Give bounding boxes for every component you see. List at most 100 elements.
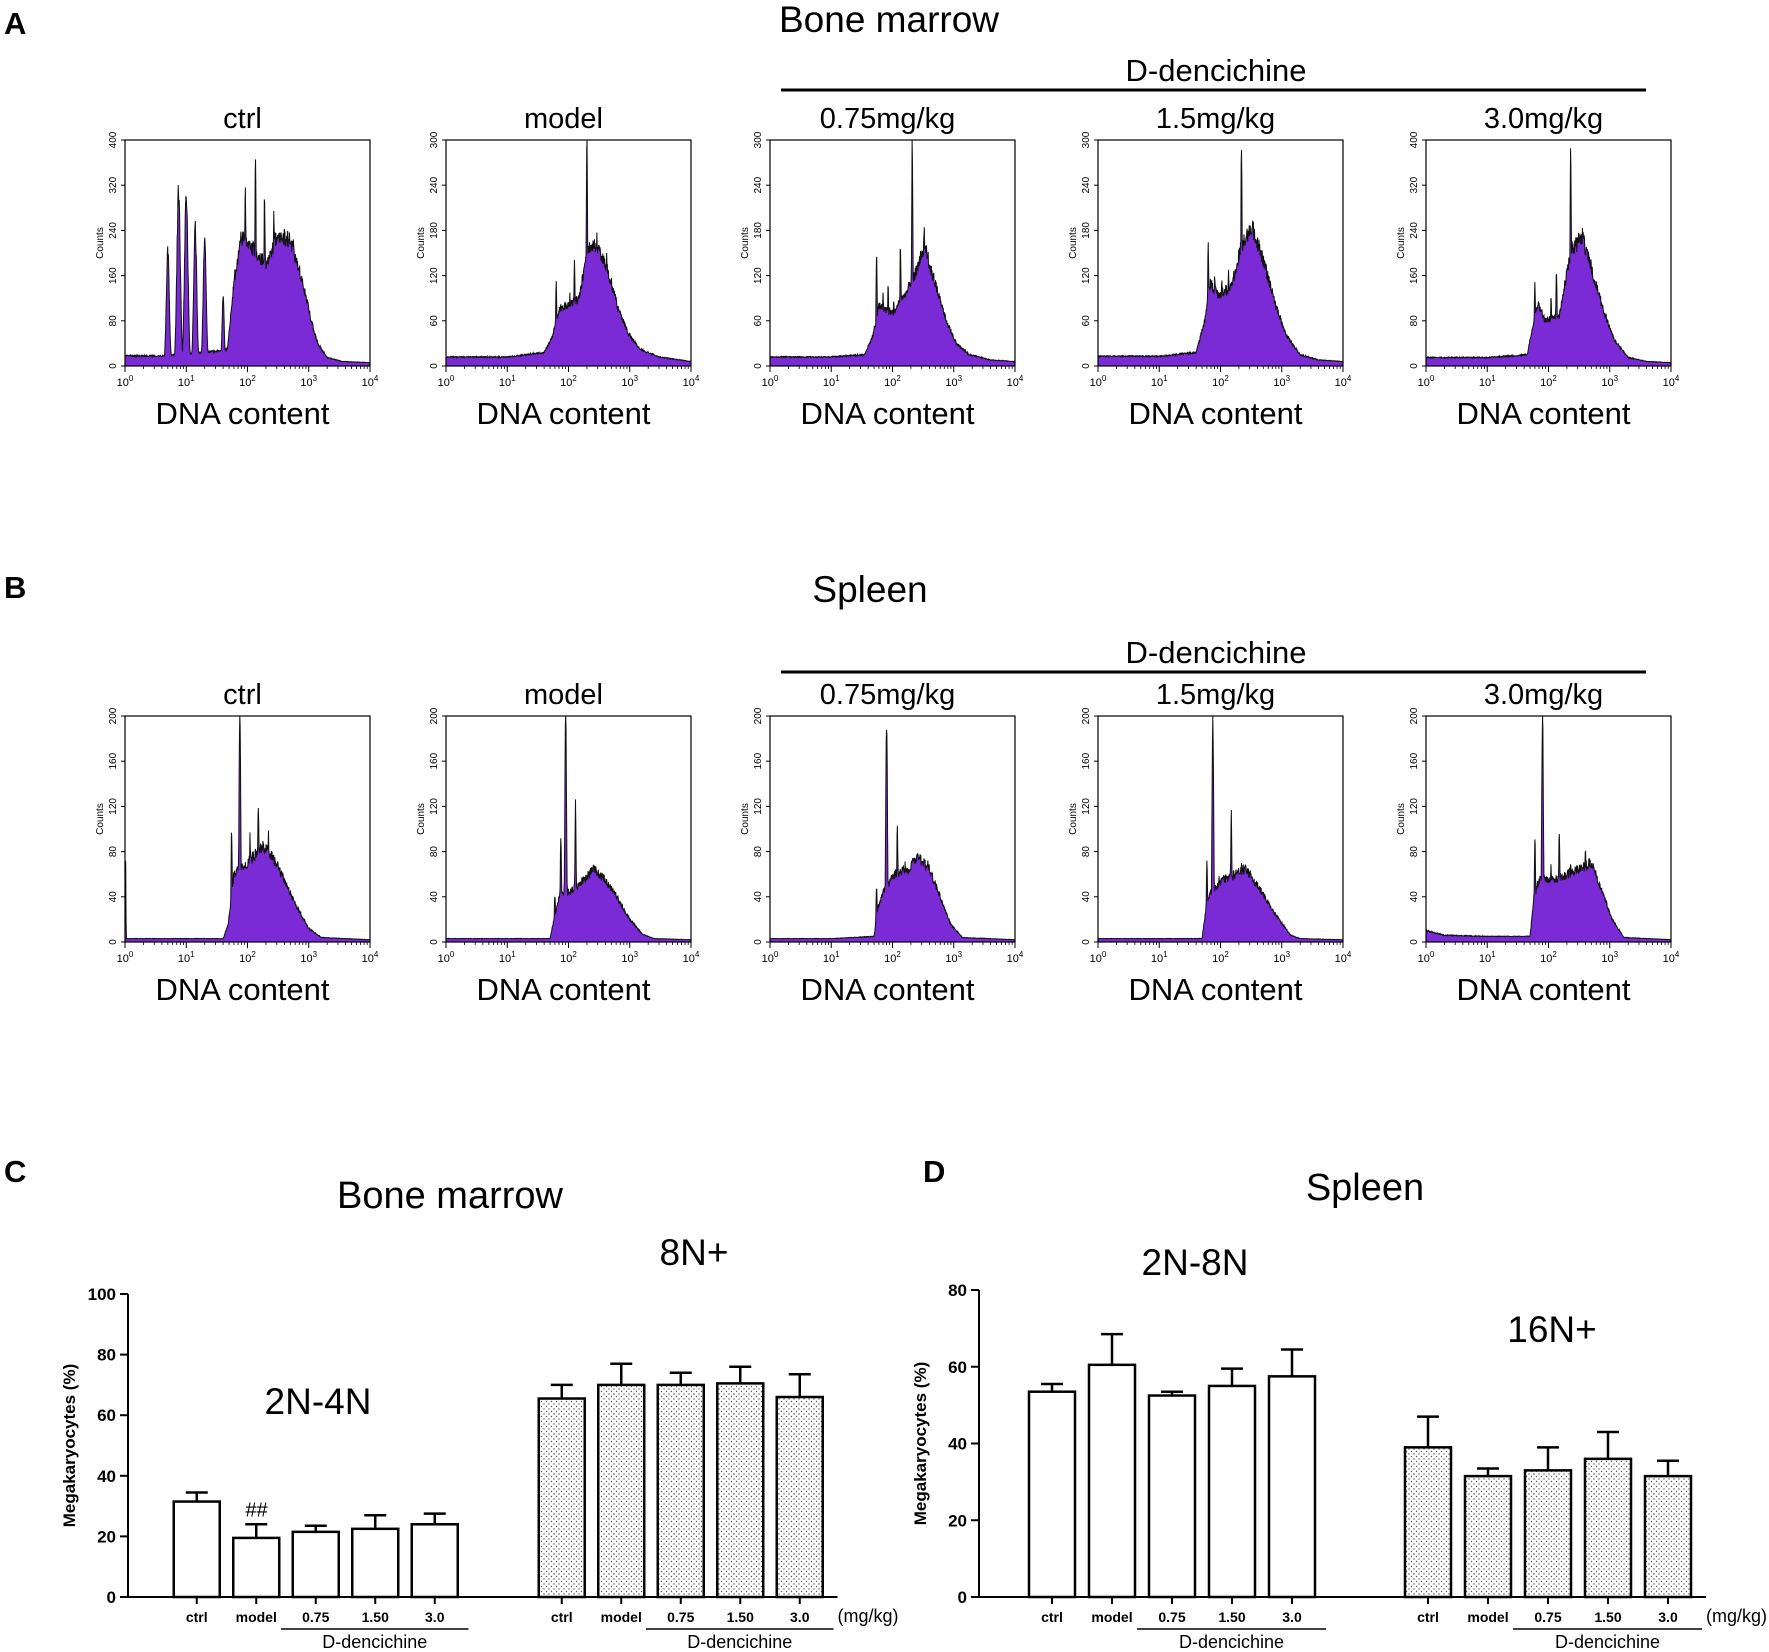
bm-bar-unit-label: (mg/kg): [838, 1606, 899, 1626]
sp-ytick-label-1-5: 200: [429, 707, 440, 724]
sp-ytick-label-0-4: 160: [108, 752, 119, 769]
bm-bar-ytick-label-1: 20: [97, 1527, 116, 1546]
bm-ytick-label-0-0: 0: [108, 363, 119, 369]
sp-ylabel-2: Counts: [740, 803, 751, 835]
sp-ytick-label-4-1: 40: [1409, 891, 1420, 903]
bm-bar-ytick-label-0: 0: [107, 1588, 116, 1607]
sp-histogram-area-2: [769, 729, 1016, 943]
sp-bar-bar-1-2: [1523, 1469, 1573, 1599]
sp-xtick-label-0-3: 103: [300, 950, 317, 965]
bm-xtick-label-3-1: 101: [1151, 374, 1168, 389]
sp-xtick-label-3-1: 101: [1151, 950, 1168, 965]
sp-histogram-area-0: [124, 715, 371, 943]
panel-letter-a: A: [4, 6, 26, 41]
sp-ytick-label-3-5: 200: [1081, 707, 1092, 724]
sp-bar-ytick-label-1: 20: [948, 1511, 967, 1530]
bm-bar-bar-1-0: [537, 1397, 586, 1599]
sp-bar-category-label-0-0: ctrl: [1041, 1609, 1063, 1625]
sp-bar-series-0: ctrl model 0.75 1.50 3.0 D-dencichine 2N-8N: [1027, 1242, 1326, 1652]
sp-xtick-label-2-0: 100: [762, 950, 779, 965]
bm-xtick-label-4-3: 103: [1601, 374, 1618, 389]
sp-ytick-label-3-2: 80: [1081, 846, 1092, 858]
bm-bar-drug-label-1: D-dencichine: [687, 1632, 792, 1652]
sp-ytick-label-3-4: 160: [1081, 752, 1092, 769]
bm-ytick-label-2-1: 60: [753, 315, 764, 327]
bm-ytick-label-1-4: 240: [429, 176, 440, 193]
sp-ytick-label-4-4: 160: [1409, 752, 1420, 769]
bm-ytick-label-4-5: 400: [1409, 131, 1420, 148]
bar-chart-bone-marrow: 0 20 40 60 80 100 Megakaryocytes (%) ctrl model #…: [60, 1232, 899, 1652]
sp-histogram-area-1: [445, 715, 692, 943]
sp-xtick-label-4-2: 102: [1540, 950, 1557, 965]
bm-xtick-label-0-2: 102: [239, 374, 256, 389]
bm-bar-bar-1-1: [597, 1383, 646, 1599]
bm-bar-ytick-label-3: 60: [97, 1406, 116, 1425]
bm-ytick-label-2-4: 240: [753, 176, 764, 193]
sp-group-label-2: 0.75mg/kg: [820, 679, 955, 711]
bm-bar-drug-label-0: D-dencichine: [322, 1632, 427, 1652]
sp-bar-bar-0-0: [1027, 1390, 1077, 1599]
bm-xtick-label-2-4: 104: [1007, 374, 1024, 389]
bm-xtick-label-3-4: 104: [1335, 374, 1352, 389]
sp-bar-bar-0-3: [1207, 1384, 1257, 1599]
bm-bar-category-label-0-0: ctrl: [186, 1609, 208, 1625]
bm-ytick-label-1-0: 0: [429, 363, 440, 369]
sp-bar-drug-label-0: D-dencichine: [1179, 1632, 1284, 1652]
sp-bar-category-label-1-4: 3.0: [1658, 1609, 1678, 1625]
bm-ylabel-2: Counts: [740, 227, 751, 259]
sp-ytick-label-1-3: 120: [429, 798, 440, 815]
sp-histogram-area-3: [1097, 715, 1344, 943]
bm-bar-category-label-1-3: 1.50: [727, 1609, 754, 1625]
bm-ylabel-0: Counts: [95, 227, 106, 259]
bm-bar-bar-1-4: [775, 1395, 824, 1599]
bm-ytick-label-3-4: 240: [1081, 176, 1092, 193]
bm-xtick-label-0-3: 103: [300, 374, 317, 389]
bm-histogram-area-0: [124, 159, 371, 367]
bm-bar-category-label-1-0: ctrl: [551, 1609, 573, 1625]
bm-xtick-label-0-0: 100: [117, 374, 134, 389]
sp-bar-category-label-1-2: 0.75: [1534, 1609, 1561, 1625]
sp-bar-category-label-1-1: model: [1467, 1609, 1508, 1625]
histogram-row-spleen: ctrl 0 40 80 120 160 200 Counts 100 101 102 103 104 D…: [95, 679, 1680, 1007]
bm-ytick-label-4-0: 0: [1409, 363, 1420, 369]
sp-xtick-label-1-2: 102: [560, 950, 577, 965]
sp-histogram-2: 0.75mg/kg 0 40 80 120 160 200 Counts 100 101 102 10…: [740, 679, 1024, 1007]
bm-ytick-label-0-4: 320: [108, 176, 119, 193]
sp-bar-bar-1-4: [1643, 1474, 1693, 1599]
sp-bar-category-label-0-4: 3.0: [1282, 1609, 1302, 1625]
sp-bar-series-label-0: 2N-8N: [1142, 1242, 1249, 1283]
sp-group-label-4: 3.0mg/kg: [1484, 679, 1603, 711]
sp-ytick-label-4-2: 80: [1409, 846, 1420, 858]
bm-bar-significance-0-1: ##: [245, 1499, 268, 1521]
bm-xlabel-2: DNA content: [800, 396, 974, 431]
bm-histogram-area-3: [1097, 149, 1344, 367]
bm-bar-series-label-1: 8N+: [660, 1232, 729, 1273]
sp-bar-series-1: ctrl model 0.75 1.50 3.0 D-dencichine 16N+: [1403, 1309, 1702, 1652]
sp-ytick-label-4-0: 0: [1409, 939, 1420, 945]
bm-xtick-label-3-2: 102: [1212, 374, 1229, 389]
bm-histogram-area-2: [769, 139, 1016, 367]
sp-bar-bar-1-3: [1583, 1457, 1633, 1599]
sp-ytick-label-1-2: 80: [429, 846, 440, 858]
sp-bar-bar-0-4: [1267, 1375, 1317, 1599]
bm-group-label-1: model: [524, 103, 603, 135]
sp-xtick-label-4-3: 103: [1601, 950, 1618, 965]
sp-bar-ytick-label-0: 0: [958, 1588, 967, 1607]
sp-bar-category-label-0-1: model: [1091, 1609, 1132, 1625]
sp-xtick-label-1-3: 103: [621, 950, 638, 965]
bm-bar-ytick-label-4: 80: [97, 1346, 116, 1365]
sp-xtick-label-4-0: 100: [1418, 950, 1435, 965]
bm-xtick-label-0-1: 101: [178, 374, 195, 389]
bm-ytick-label-2-0: 0: [753, 363, 764, 369]
panel-a-title: Bone marrow: [779, 0, 999, 40]
bm-xtick-label-1-3: 103: [621, 374, 638, 389]
sp-group-label-1: model: [524, 679, 603, 711]
sp-ytick-label-4-5: 200: [1409, 707, 1420, 724]
bm-ytick-label-2-5: 300: [753, 131, 764, 148]
bm-bar-ytick-label-5: 100: [88, 1285, 116, 1304]
sp-ylabel-0: Counts: [95, 803, 106, 835]
bm-group-label-2: 0.75mg/kg: [820, 103, 955, 135]
sp-group-label-0: ctrl: [223, 679, 262, 711]
bm-ytick-label-3-5: 300: [1081, 131, 1092, 148]
sp-ytick-label-1-4: 160: [429, 752, 440, 769]
